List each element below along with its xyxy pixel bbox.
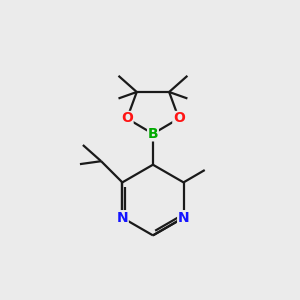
Text: N: N	[116, 211, 128, 225]
Text: O: O	[173, 112, 185, 125]
Text: O: O	[121, 112, 133, 125]
Text: N: N	[178, 211, 189, 225]
Text: B: B	[148, 127, 158, 141]
